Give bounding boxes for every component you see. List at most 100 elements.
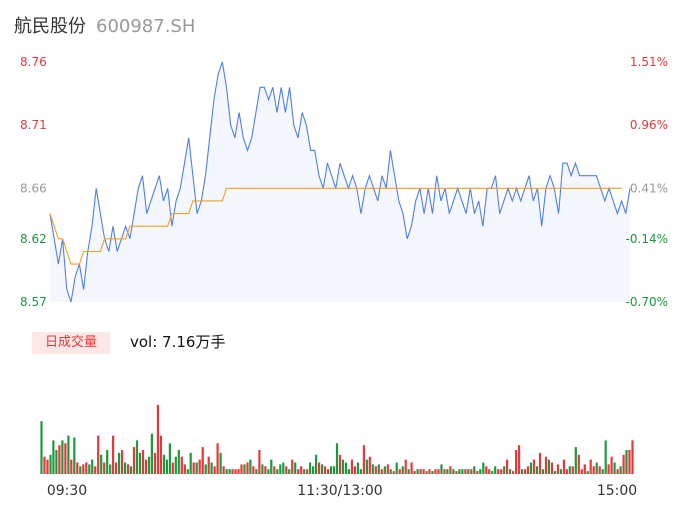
volume-bar [607,464,610,474]
volume-bar [449,466,452,474]
volume-bar [524,469,527,474]
volume-bar [434,469,437,474]
volume-bar [622,454,625,474]
volume-bar [443,469,446,474]
volume-bar [610,456,613,474]
volume-bar [228,469,231,474]
volume-bar [276,469,279,474]
y-tick-label: 8.62 [20,232,47,246]
volume-readout: vol: 7.16万手 [130,332,225,352]
volume-bar [103,462,106,474]
volume-bar [261,464,264,474]
volume-bar [198,459,201,474]
volume-bar [380,469,383,474]
volume-bar [231,469,234,474]
volume-bar [586,471,589,474]
volume-bar [291,459,294,474]
y-tick-label: 8.66 [20,181,47,195]
volume-bar [88,464,91,474]
volume-bar [547,459,550,474]
volume-bar [535,466,539,474]
volume-bar [452,469,455,474]
volume-bar [165,459,168,474]
volume-bar [109,464,112,474]
volume-bar [503,466,506,474]
volume-bar [279,464,282,474]
volume-bar [461,469,464,474]
volume-bar [401,466,404,474]
volume-bar [210,462,213,474]
volume-bar [595,462,598,474]
volume-bar [628,450,631,474]
volume-bar [124,462,127,474]
volume-bar [410,462,413,474]
volume-bar [219,452,222,474]
volume-bar [91,459,94,474]
volume-bar [356,462,359,474]
x-tick-label: 11:30/13:00 [297,483,382,499]
volume-prefix: vol: [130,333,163,351]
volume-bar [583,464,586,474]
volume-bar [285,466,288,474]
volume-bar [225,469,228,474]
volume-tab[interactable]: 日成交量 [32,332,110,354]
volume-bar [386,464,389,474]
volume-bar [297,469,300,474]
volume-bar [598,466,601,474]
volume-bar [58,445,61,474]
volume-bar [553,471,556,474]
volume-bar [347,469,350,474]
volume-bar [201,447,204,474]
volume-bar [529,462,533,474]
volume-bar [562,459,565,474]
volume-bar [100,454,103,474]
volume-bar [207,456,210,474]
volume-bar [521,469,524,474]
average-price-line [49,187,622,265]
y-tick-label: 8.57 [20,295,47,309]
volume-bar [132,447,136,474]
volume-bar [589,459,592,474]
price-chart-area [49,61,631,303]
volume-bar [335,443,339,474]
volume-bar [315,454,318,474]
y-tick-label: 8.76 [20,55,47,69]
volume-bar [306,469,309,474]
volume-bar [222,466,225,474]
volume-bar [476,471,479,474]
chart-axes: 8.76 1.51% 8.71 0.96% 8.66 0.41% 8.62 -0.14% 8.5… [20,55,668,499]
volume-bar [344,462,348,474]
volume-bar [55,450,58,474]
volume-bar [500,469,503,474]
volume-bar [538,452,542,474]
volume-bar [488,469,491,474]
volume-bar [625,450,628,474]
volume-bar [216,443,219,474]
volume-bar [138,452,142,474]
volume-bar [565,469,568,474]
volume-bar [252,466,255,474]
volume-bar [383,466,386,474]
volume-bar [416,469,419,474]
volume-bar [243,464,246,474]
right-tick-label: 0.96% [630,118,668,132]
volume-bar [294,462,297,474]
volume-bar [398,469,401,474]
y-tick-label: 8.71 [20,118,47,132]
x-tick-label: 15:00 [597,483,637,499]
volume-bar [592,466,595,474]
volume-bar [240,464,243,474]
volume-bar [153,452,156,474]
volume-bar [195,462,198,474]
volume-bar [327,469,330,474]
volume-bar [482,462,485,474]
volume-bar [189,452,192,474]
volume-bar [46,459,49,474]
volume-bar [329,466,333,474]
volume-bar [129,466,133,474]
volume-bar [368,456,371,474]
volume-bar [428,469,431,474]
volume-bar [67,435,70,474]
volume-bar [568,466,571,474]
